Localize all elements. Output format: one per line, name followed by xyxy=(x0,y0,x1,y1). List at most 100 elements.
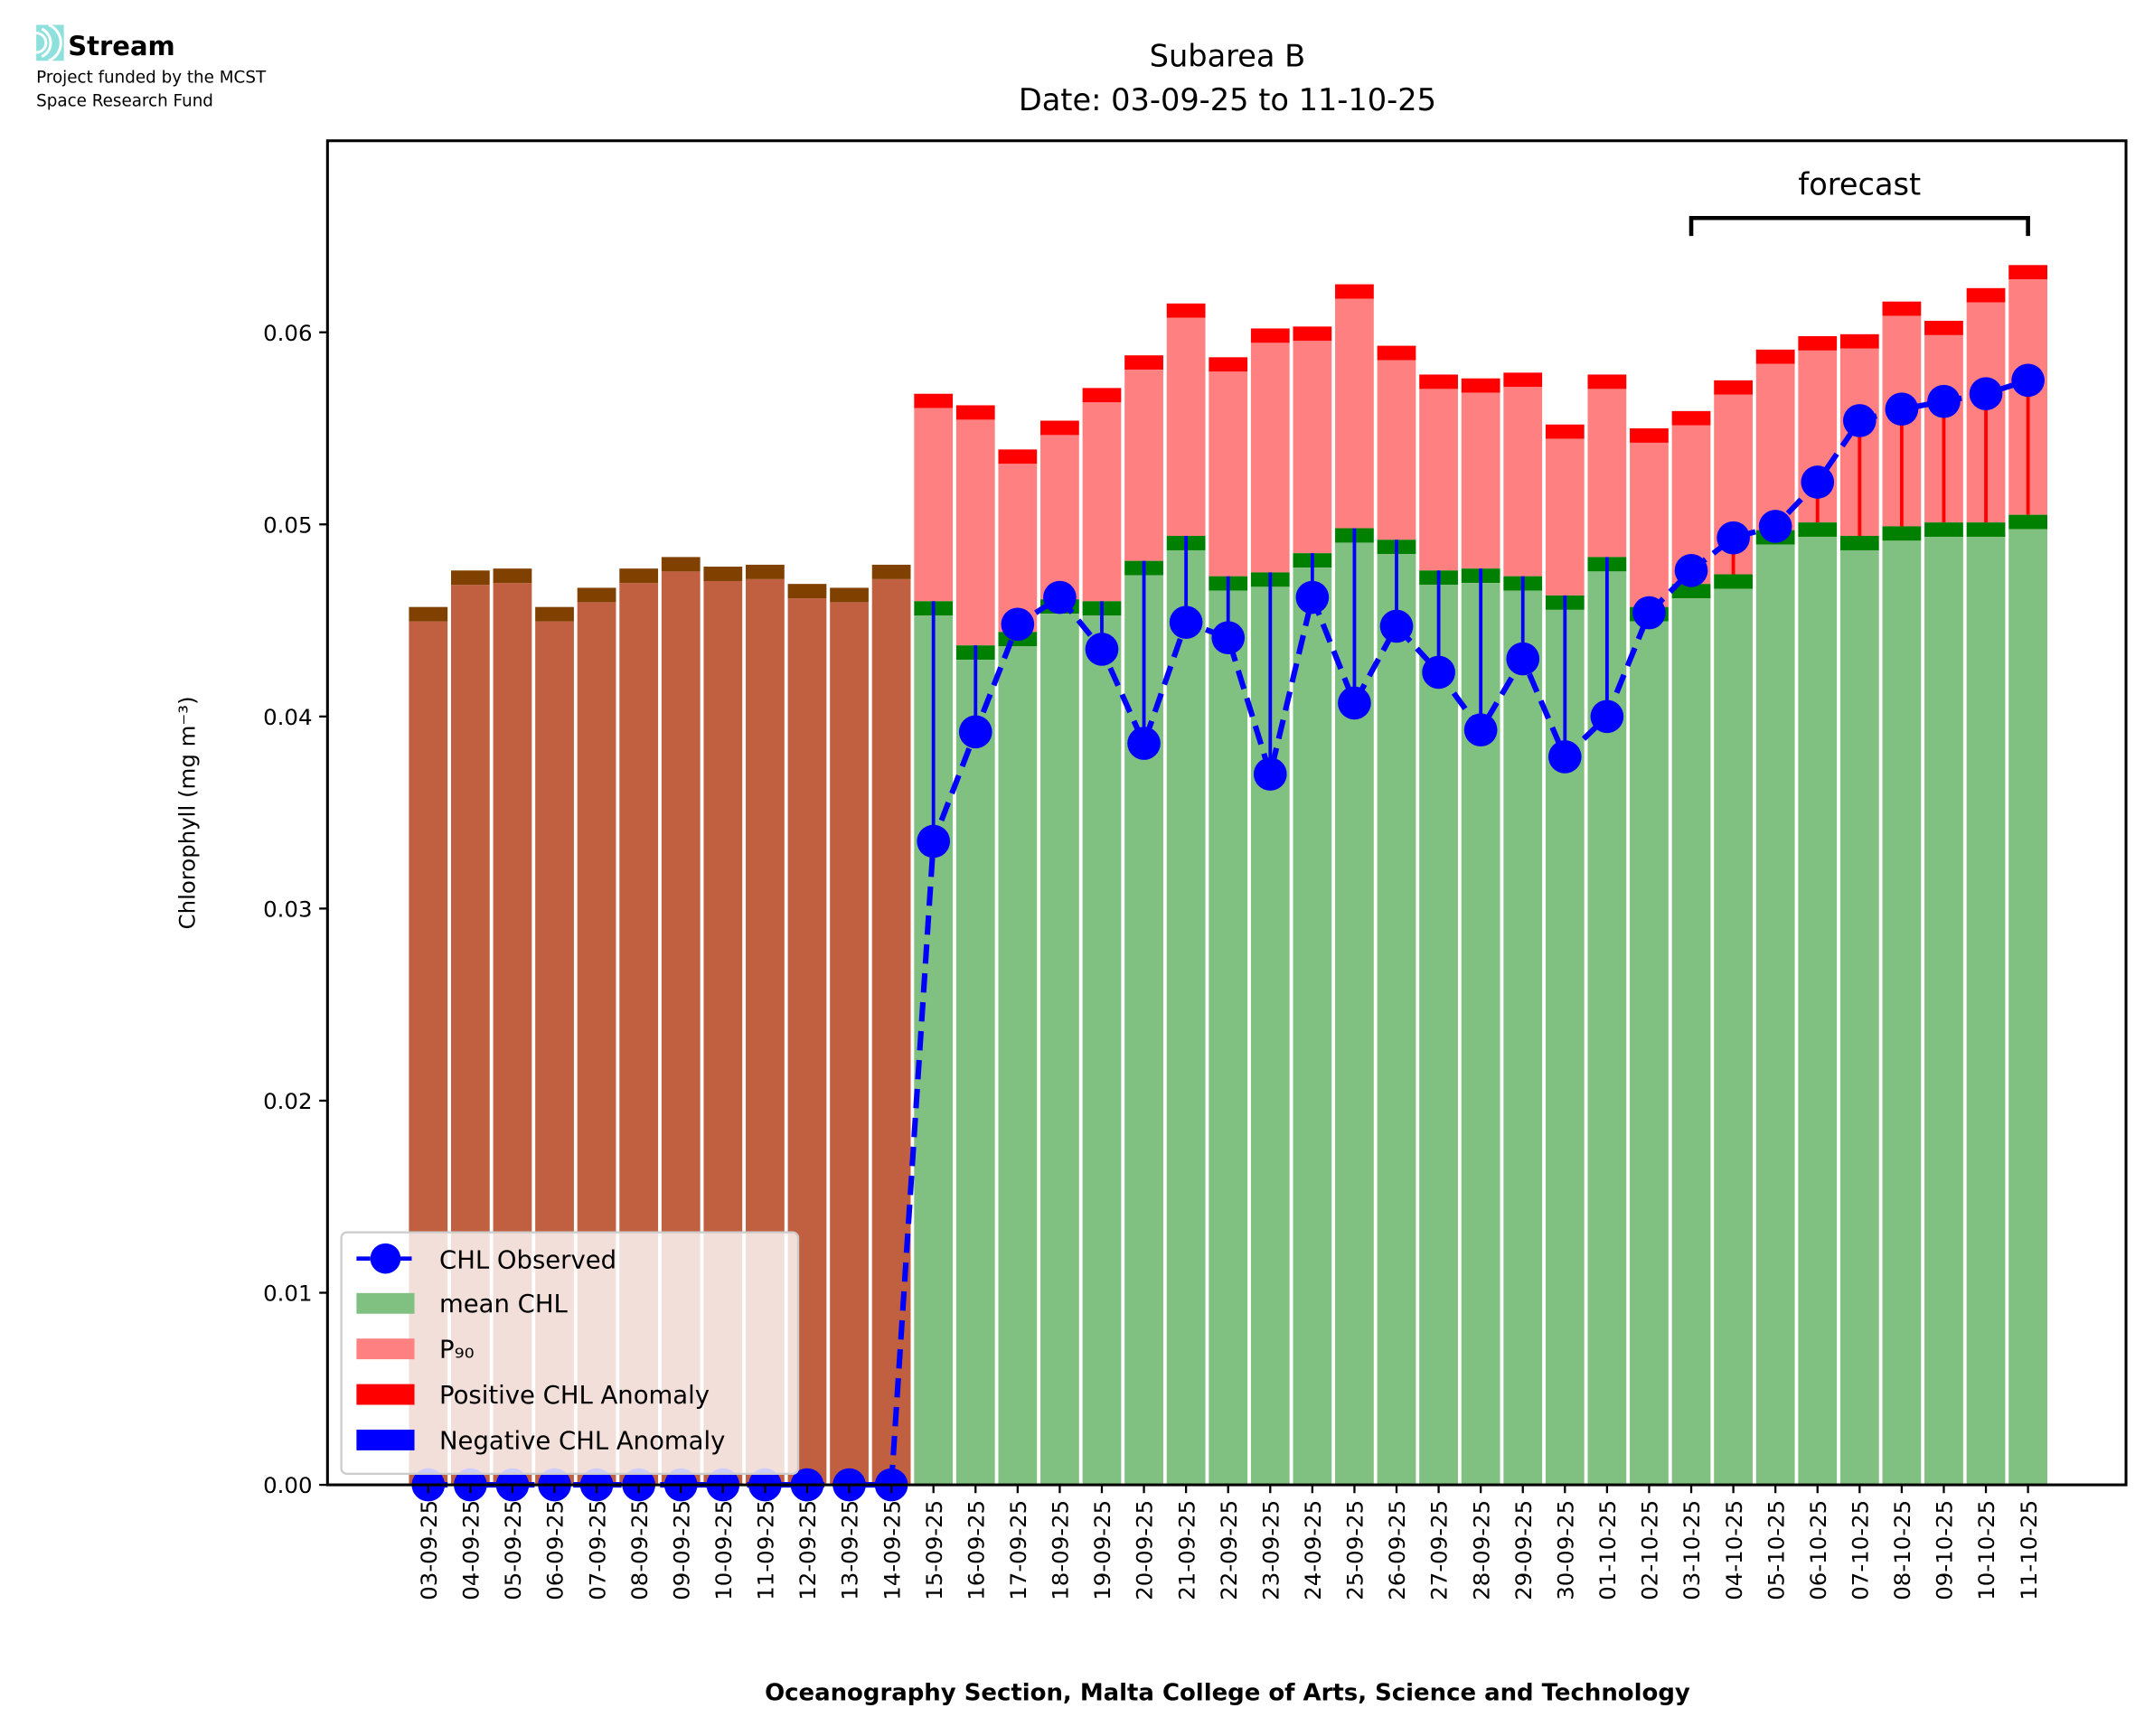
x-tick-label: 04-10-25 xyxy=(1721,1500,1747,1600)
p90-cap xyxy=(955,405,995,420)
mean-bar xyxy=(1798,537,1838,1486)
mean-bar xyxy=(1293,568,1332,1486)
observed-point xyxy=(1632,596,1666,630)
p90-cap xyxy=(1503,372,1543,388)
observed-point xyxy=(958,715,992,749)
legend-positive-icon xyxy=(356,1384,415,1405)
p90-bar xyxy=(1250,343,1290,573)
x-tick-label: 01-10-25 xyxy=(1594,1500,1621,1600)
observed-point xyxy=(1085,633,1119,666)
observed-point xyxy=(1801,465,1835,499)
x-tick-label: 16-09-25 xyxy=(963,1500,989,1600)
nodata-bar-cap xyxy=(535,606,574,622)
mean-bar xyxy=(1755,544,1795,1486)
nodata-bar xyxy=(871,578,911,1486)
nodata-bar-cap xyxy=(577,587,616,603)
x-tick-label: 04-09-25 xyxy=(458,1500,484,1600)
p90-cap xyxy=(1545,424,1585,439)
mean-bar xyxy=(2008,529,2047,1486)
p90-bar xyxy=(1503,387,1543,577)
legend: CHL Observed mean CHL P₉₀ Positive CHL A… xyxy=(340,1231,800,1476)
p90-cap xyxy=(1040,420,1079,436)
mean-band xyxy=(1714,574,1753,589)
x-tick-label: 19-09-25 xyxy=(1089,1500,1115,1600)
legend-positive: Positive CHL Anomaly xyxy=(439,1381,710,1410)
x-tick-label: 20-09-25 xyxy=(1132,1500,1158,1600)
p90-cap xyxy=(914,393,954,408)
mean-bar xyxy=(1082,615,1122,1486)
forecast-annotation: forecast xyxy=(1688,166,2030,237)
p90-bar xyxy=(914,408,954,602)
x-tick-label: 08-10-25 xyxy=(1889,1500,1915,1600)
mean-bar xyxy=(1209,590,1248,1486)
y-tick-label: 0.01 xyxy=(263,1281,312,1307)
y-tick-label: 0.02 xyxy=(263,1088,312,1114)
observed-point xyxy=(1001,607,1035,642)
observed-point xyxy=(917,824,951,859)
p90-cap xyxy=(1966,287,2006,303)
x-tick-label: 13-09-25 xyxy=(837,1500,863,1600)
x-tick-label: 29-09-25 xyxy=(1510,1500,1537,1600)
chart-subtitle: Date: 03-09-25 to 11-10-25 xyxy=(1019,82,1436,117)
p90-cap xyxy=(2008,265,2047,280)
observed-point xyxy=(1674,553,1708,587)
p90-bar xyxy=(955,419,995,646)
nodata-bar-cap xyxy=(830,587,869,603)
logo-name: Stream xyxy=(68,31,175,61)
observed-point xyxy=(1969,377,2003,411)
nodata-bar-cap xyxy=(661,557,701,572)
bars xyxy=(409,265,2047,1486)
x-tick-label: 06-10-25 xyxy=(1805,1500,1831,1600)
p90-bar xyxy=(1755,363,1795,530)
p90-cap xyxy=(1587,374,1627,389)
p90-cap xyxy=(1335,284,1374,299)
observed-point xyxy=(1885,392,1919,427)
observed-point xyxy=(1211,621,1246,655)
y-tick-label: 0.04 xyxy=(263,704,312,730)
p90-bar xyxy=(1082,402,1122,602)
nodata-bar xyxy=(830,602,869,1486)
y-tick-label: 0.06 xyxy=(263,320,312,346)
observed-point xyxy=(1169,605,1203,640)
observed-point xyxy=(1127,727,1161,760)
p90-bar xyxy=(1377,360,1416,540)
observed-point xyxy=(1758,510,1792,543)
p90-bar xyxy=(1209,371,1248,577)
p90-bar xyxy=(1293,341,1332,554)
p90-bar xyxy=(1587,389,1627,558)
mean-bar xyxy=(1714,588,1753,1486)
observed-point xyxy=(1547,740,1582,774)
legend-mean: mean CHL xyxy=(439,1290,568,1318)
observed-point xyxy=(1843,404,1877,437)
x-tick-label: 07-10-25 xyxy=(1847,1500,1873,1600)
x-tick-label: 22-09-25 xyxy=(1216,1500,1242,1600)
x-tick-label: 05-09-25 xyxy=(500,1500,526,1600)
mean-bar xyxy=(998,646,1038,1486)
p90-cap xyxy=(1209,357,1248,372)
x-axis: 03-09-25 04-09-25 05-09-25 06-09-25 07-09-25… xyxy=(416,1485,2042,1600)
p90-cap xyxy=(1166,303,1206,318)
p90-bar xyxy=(998,464,1038,633)
x-tick-label: 18-09-25 xyxy=(1048,1500,1074,1600)
observed-point xyxy=(1043,580,1077,615)
p90-cap xyxy=(1461,378,1500,393)
mean-band xyxy=(2008,514,2047,530)
p90-cap xyxy=(1082,388,1122,403)
p90-bar xyxy=(1545,438,1585,596)
x-tick-label: 06-09-25 xyxy=(542,1500,569,1600)
legend-observed-icon xyxy=(356,1243,415,1274)
p90-cap xyxy=(1798,335,1838,351)
legend-p90: P₉₀ xyxy=(439,1336,475,1365)
stream-logo-icon xyxy=(35,23,64,62)
x-tick-label: 12-09-25 xyxy=(795,1500,821,1600)
mean-bar xyxy=(1671,598,1711,1486)
p90-cap xyxy=(998,449,1038,464)
mean-band xyxy=(1798,522,1838,538)
x-tick-label: 27-09-25 xyxy=(1426,1500,1453,1600)
mean-bar xyxy=(1503,590,1543,1486)
x-tick-label: 10-09-25 xyxy=(710,1500,737,1600)
observed-point xyxy=(1422,655,1455,690)
legend-negative: Negative CHL Anomaly xyxy=(439,1426,725,1455)
observed-point xyxy=(1590,699,1624,734)
p90-bar xyxy=(1419,389,1458,571)
